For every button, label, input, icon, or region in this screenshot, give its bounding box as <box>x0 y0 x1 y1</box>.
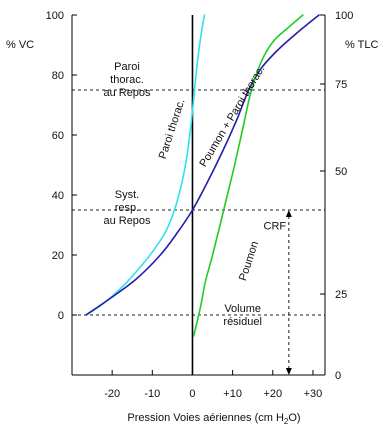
y-left-axis-label: % VC <box>6 39 34 51</box>
y-right-tick-label: 25 <box>335 289 347 301</box>
x-tick-label: +10 <box>223 388 242 400</box>
ticks: -20 -10 0 +10 +20 +30 0 20 40 60 80 100 0 25 50 75 100 <box>46 10 354 400</box>
y-right-tick-label: 100 <box>335 10 353 22</box>
y-right-tick-label: 0 <box>335 370 341 382</box>
x-tick-label: 0 <box>189 388 195 400</box>
crf-arrow-down-head <box>285 368 292 375</box>
x-tick-label: -20 <box>104 388 120 400</box>
reference-label-1: Syst. resp. au Repos <box>103 189 151 227</box>
x-tick-label: +20 <box>263 388 282 400</box>
y-left-tick-label: 40 <box>52 190 64 202</box>
reference-label-2: Volume résiduel <box>223 303 262 328</box>
series-label-1: Poumon + Paroi thorac. <box>197 64 267 170</box>
series-label-0: Paroi thorac. <box>157 98 188 161</box>
y-left-tick-label: 20 <box>52 250 64 262</box>
reference-lines <box>72 89 325 316</box>
crf-arrow-up-head <box>285 210 292 217</box>
poumon-curve <box>192 14 304 337</box>
y-left-tick-label: 100 <box>46 10 64 22</box>
y-right-tick-label: 50 <box>335 166 347 178</box>
reference-label-0: Paroi thorac. au Repos <box>103 61 151 99</box>
poumon-paroi-curve <box>85 14 320 316</box>
x-axis-label-main: Pression Voies aériennes (cm H <box>127 412 284 424</box>
x-axis-label-end: O) <box>288 412 300 424</box>
series-label-2: Poumon <box>237 240 261 283</box>
x-axis-label: Pression Voies aériennes (cm H2O) <box>127 412 300 426</box>
annotations: Paroi thorac. au Repos Syst. resp. au Repos Vo… <box>103 61 292 375</box>
y-right-axis-label: % TLC <box>345 39 378 51</box>
x-tick-label: +30 <box>304 388 323 400</box>
y-left-tick-label: 80 <box>52 70 64 82</box>
x-tick-label: -10 <box>144 388 160 400</box>
y-left-tick-label: 60 <box>52 130 64 142</box>
y-right-tick-label: 75 <box>335 79 347 91</box>
paroi-thorac-curve <box>85 14 206 316</box>
x-axis-label-subscript: 2 <box>284 417 289 426</box>
crf-label: CRF <box>264 221 287 233</box>
axes <box>71 15 326 376</box>
curves <box>85 14 320 337</box>
y-left-tick-label: 0 <box>58 310 64 322</box>
